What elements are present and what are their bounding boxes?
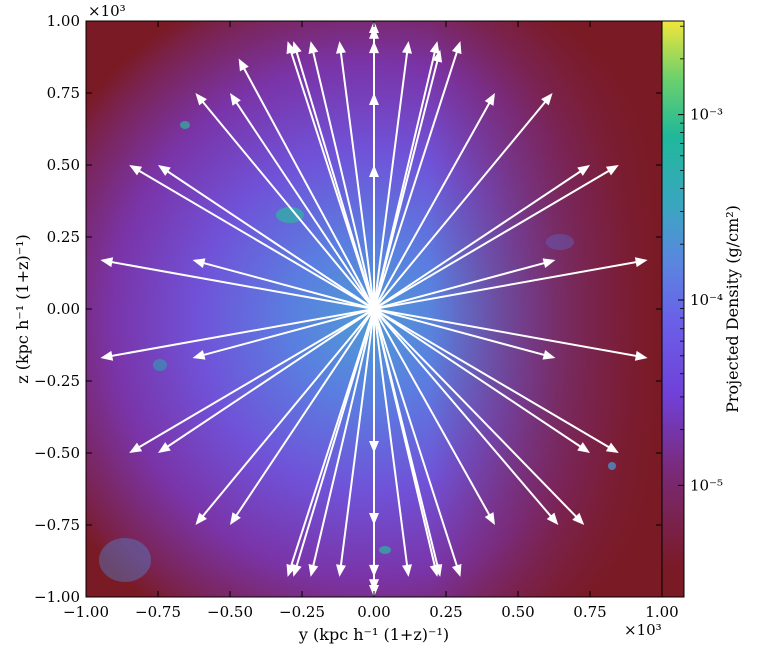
x-tick-label: 0.00 [357, 603, 390, 621]
velocity-arrow [373, 308, 495, 525]
velocity-arrow [308, 308, 375, 577]
velocity-arrow [336, 308, 375, 577]
x-tick-label: 0.75 [573, 603, 606, 621]
velocity-arrow [373, 308, 585, 525]
velocity-arrow [195, 308, 375, 525]
y-axis-multiplier: ×10³ [88, 2, 126, 20]
velocity-arrow [238, 58, 375, 310]
velocity-arrow [308, 41, 375, 310]
x-tick-label: 0.50 [501, 603, 534, 621]
velocity-arrow [373, 49, 443, 310]
velocity-arrow [195, 93, 375, 310]
colorbar-ticks: 10⁻⁵ 10⁻⁴ 10⁻³ [678, 25, 723, 494]
x-axis-ticks: −1.00 −0.75 −0.50 −0.25 0.00 0.25 0.50 0.75 1.00 [63, 21, 679, 621]
velocity-arrow [373, 308, 443, 577]
y-tick-label: 0.75 [47, 84, 80, 102]
velocity-arrow [373, 308, 619, 453]
x-axis-multiplier: ×10³ [624, 621, 662, 639]
velocity-arrow [373, 258, 556, 310]
velocity-arrow [230, 93, 375, 310]
y-tick-label: 0.25 [47, 228, 80, 246]
velocity-arrow [129, 308, 375, 453]
y-tick-label: −0.25 [34, 372, 80, 390]
velocity-arrow [373, 308, 462, 577]
velocity-arrows [100, 21, 648, 597]
velocity-arrow [369, 165, 379, 309]
colorbar-tick-label: 10⁻⁵ [690, 476, 723, 494]
velocity-arrow [373, 93, 553, 310]
x-tick-label: −1.00 [63, 603, 109, 621]
y-tick-label: 0.00 [47, 300, 80, 318]
velocity-arrow [158, 308, 375, 453]
velocity-arrow [373, 308, 412, 577]
velocity-arrow [192, 258, 375, 310]
colorbar-tick-label: 10⁻³ [690, 106, 723, 124]
velocity-arrow [373, 308, 559, 525]
velocity-arrow [373, 308, 556, 360]
velocity-arrow [158, 165, 375, 310]
x-tick-label: −0.25 [279, 603, 325, 621]
velocity-arrow [100, 257, 375, 310]
y-axis-ticks: −1.00 −0.75 −0.50 −0.25 0.00 0.25 0.50 0.75 1.00 [34, 12, 662, 606]
x-tick-label: 0.25 [429, 603, 462, 621]
velocity-arrow [373, 41, 412, 310]
velocity-arrow [373, 93, 495, 310]
velocity-arrow [373, 41, 462, 310]
velocity-arrow [369, 309, 379, 453]
colorbar-label: Projected Density (g/cm²) [723, 205, 742, 413]
velocity-arrow [230, 308, 375, 525]
velocity-arrow [100, 308, 375, 361]
y-tick-label: −0.75 [34, 516, 80, 534]
y-tick-label: 0.50 [47, 156, 80, 174]
y-tick-label: −0.50 [34, 444, 80, 462]
velocity-arrow [192, 308, 375, 360]
velocity-arrow [129, 165, 375, 310]
velocity-arrow [373, 308, 590, 453]
x-tick-label: −0.75 [135, 603, 181, 621]
velocity-arrow [373, 165, 619, 310]
y-tick-label: −1.00 [34, 588, 80, 606]
y-axis-label: z (kpc h⁻¹ (1+z)⁻¹) [13, 234, 32, 384]
y-tick-label: 1.00 [47, 12, 80, 30]
velocity-arrow [286, 41, 375, 310]
colorbar-tick-label: 10⁻⁴ [690, 291, 723, 309]
velocity-arrow [373, 257, 648, 310]
colorbar: 10⁻⁵ 10⁻⁴ 10⁻³ Projected Density (g/cm²) [661, 20, 742, 598]
velocity-arrow [373, 308, 648, 361]
x-tick-label: 1.00 [645, 603, 678, 621]
velocity-arrow [373, 165, 590, 310]
velocity-arrow [336, 41, 375, 310]
x-tick-label: −0.50 [207, 603, 253, 621]
velocity-arrow [286, 308, 375, 577]
x-axis-label: y (kpc h⁻¹ (1+z)⁻¹) [298, 625, 449, 644]
